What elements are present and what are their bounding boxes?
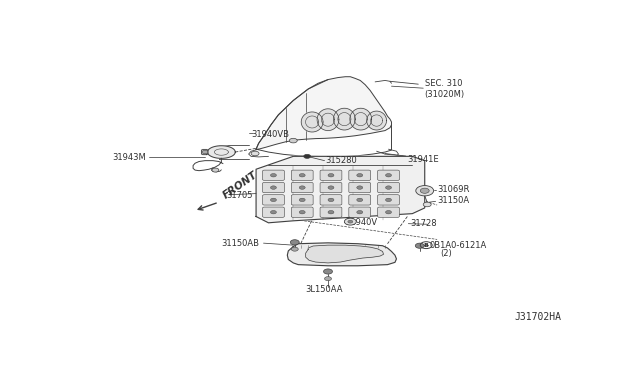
Circle shape [385, 198, 392, 202]
Circle shape [324, 277, 332, 280]
Circle shape [328, 186, 334, 189]
Text: 31150A: 31150A [437, 196, 469, 205]
Circle shape [385, 173, 392, 177]
Text: SEC. 310
(31020M): SEC. 310 (31020M) [425, 79, 465, 99]
Circle shape [304, 154, 310, 158]
FancyBboxPatch shape [291, 170, 313, 180]
Polygon shape [367, 111, 387, 130]
Circle shape [271, 211, 276, 214]
Polygon shape [256, 156, 425, 223]
Polygon shape [306, 245, 383, 263]
Circle shape [324, 269, 332, 274]
Circle shape [356, 173, 363, 177]
FancyBboxPatch shape [320, 182, 342, 193]
Circle shape [328, 211, 334, 214]
Text: 31941E: 31941E [408, 155, 439, 164]
Text: J31702HA: J31702HA [514, 312, 561, 323]
Circle shape [291, 247, 298, 251]
Polygon shape [317, 109, 339, 131]
Circle shape [356, 211, 363, 214]
Circle shape [415, 243, 424, 248]
Text: 0B1A0-6121A: 0B1A0-6121A [429, 241, 487, 250]
Circle shape [212, 168, 219, 172]
Text: 31150AB: 31150AB [221, 239, 259, 248]
Circle shape [271, 186, 276, 189]
Circle shape [300, 211, 305, 214]
FancyBboxPatch shape [291, 207, 313, 217]
Polygon shape [256, 77, 392, 149]
Circle shape [385, 211, 392, 214]
Text: 31940V: 31940V [346, 218, 378, 227]
FancyBboxPatch shape [378, 170, 399, 180]
FancyBboxPatch shape [320, 195, 342, 205]
Text: 31705: 31705 [227, 190, 253, 199]
FancyBboxPatch shape [349, 170, 371, 180]
Circle shape [271, 173, 276, 177]
Text: 315280: 315280 [326, 156, 357, 165]
FancyBboxPatch shape [262, 195, 284, 205]
Text: 31943M: 31943M [112, 153, 146, 162]
Circle shape [300, 186, 305, 189]
FancyBboxPatch shape [291, 182, 313, 193]
Circle shape [300, 173, 305, 177]
FancyBboxPatch shape [378, 207, 399, 217]
FancyBboxPatch shape [262, 207, 284, 217]
FancyBboxPatch shape [320, 170, 342, 180]
Circle shape [328, 173, 334, 177]
Circle shape [291, 240, 300, 245]
Circle shape [251, 151, 259, 156]
Text: (2): (2) [440, 249, 452, 258]
Polygon shape [202, 150, 208, 155]
Text: B: B [424, 243, 429, 248]
Circle shape [271, 198, 276, 202]
FancyBboxPatch shape [349, 195, 371, 205]
Circle shape [344, 218, 356, 225]
Text: 31940VB: 31940VB [251, 130, 289, 140]
FancyBboxPatch shape [291, 195, 313, 205]
FancyBboxPatch shape [262, 170, 284, 180]
Text: 31728: 31728 [410, 219, 436, 228]
Text: 31069R: 31069R [437, 185, 470, 194]
FancyBboxPatch shape [262, 182, 284, 193]
FancyBboxPatch shape [378, 182, 399, 193]
FancyBboxPatch shape [349, 182, 371, 193]
FancyBboxPatch shape [378, 195, 399, 205]
Circle shape [356, 186, 363, 189]
Polygon shape [301, 112, 323, 132]
Circle shape [423, 202, 431, 207]
Circle shape [202, 150, 208, 154]
Circle shape [356, 198, 363, 202]
Polygon shape [207, 146, 236, 158]
Circle shape [328, 198, 334, 202]
Circle shape [385, 186, 392, 189]
Circle shape [289, 138, 297, 143]
Circle shape [300, 198, 305, 202]
Circle shape [420, 188, 429, 193]
FancyBboxPatch shape [320, 207, 342, 217]
Text: FRONT: FRONT [221, 170, 260, 201]
Text: 3L150AA: 3L150AA [306, 285, 343, 294]
Polygon shape [350, 108, 372, 130]
Polygon shape [287, 243, 396, 266]
FancyBboxPatch shape [349, 207, 371, 217]
Polygon shape [333, 108, 355, 130]
Circle shape [416, 186, 434, 196]
Circle shape [348, 220, 353, 223]
